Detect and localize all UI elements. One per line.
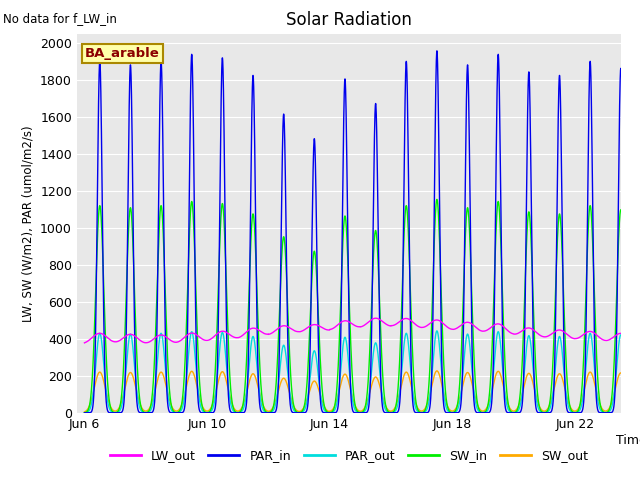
PAR_in (632, 410, 640, 416)
PAR_out (632, 410, 640, 416)
LW_out (426, 321, 434, 326)
PAR_in (112, 410, 120, 416)
PAR_in (426, 403, 434, 409)
SW_in (418, 409, 426, 415)
PAR_out (433, 328, 441, 334)
SW_out (81, 409, 88, 415)
PAR_out (81, 410, 88, 416)
SW_in (632, 410, 640, 416)
PAR_in (81, 410, 88, 416)
LW_out (228, 333, 236, 339)
PAR_out (112, 410, 120, 416)
PAR_in (433, 48, 441, 54)
X-axis label: Time: Time (616, 433, 640, 447)
Line: SW_out: SW_out (84, 371, 636, 412)
PAR_in (623, 396, 631, 401)
SW_in (426, 363, 434, 369)
SW_out (112, 408, 120, 414)
SW_out (516, 399, 524, 405)
PAR_out (623, 386, 631, 392)
Y-axis label: LW, SW (W/m2), PAR (umol/m2/s): LW, SW (W/m2), PAR (umol/m2/s) (22, 125, 35, 322)
SW_out (623, 389, 631, 395)
LW_out (418, 324, 426, 330)
LW_out (632, 340, 640, 346)
PAR_out (228, 406, 236, 411)
Text: No data for f_LW_in: No data for f_LW_in (3, 12, 117, 25)
SW_in (112, 409, 120, 415)
Line: PAR_out: PAR_out (84, 331, 636, 413)
Legend: LW_out, PAR_in, PAR_out, SW_in, SW_out: LW_out, PAR_in, PAR_out, SW_in, SW_out (104, 444, 593, 467)
Line: LW_out: LW_out (84, 318, 636, 343)
LW_out (81, 340, 88, 346)
LW_out (112, 339, 120, 345)
SW_out (426, 391, 434, 396)
SW_in (228, 398, 236, 404)
SW_in (516, 394, 524, 400)
LW_out (623, 334, 631, 339)
SW_in (433, 196, 441, 202)
Text: BA_arable: BA_arable (85, 47, 160, 60)
PAR_in (418, 410, 426, 416)
SW_in (81, 410, 88, 416)
PAR_out (426, 392, 434, 398)
LW_out (516, 329, 524, 335)
PAR_in (516, 409, 524, 415)
Title: Solar Radiation: Solar Radiation (286, 11, 412, 29)
Line: SW_in: SW_in (84, 199, 636, 413)
SW_out (632, 409, 640, 415)
SW_out (433, 368, 441, 374)
SW_out (418, 408, 426, 414)
PAR_out (418, 410, 426, 416)
LW_out (372, 315, 380, 321)
Line: PAR_in: PAR_in (84, 51, 636, 413)
PAR_in (228, 410, 236, 416)
SW_in (623, 349, 631, 355)
PAR_out (516, 404, 524, 409)
SW_out (228, 401, 236, 407)
